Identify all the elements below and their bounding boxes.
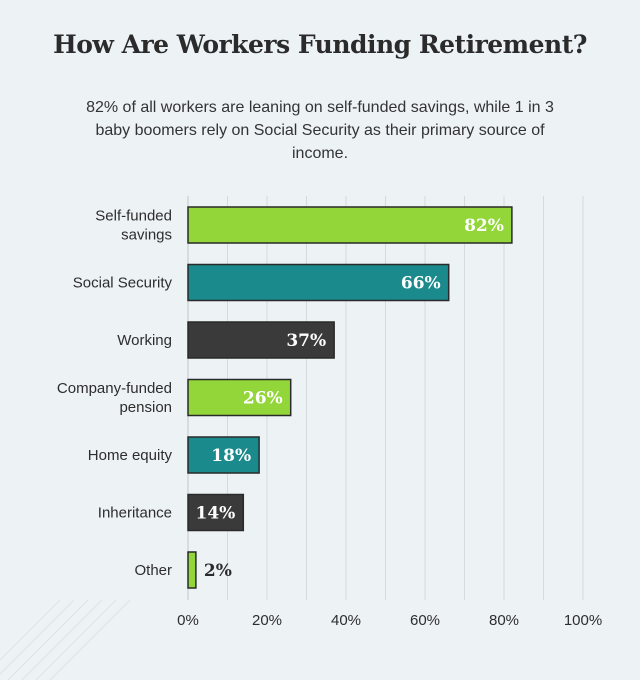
grid-lines bbox=[187, 196, 584, 600]
data-label: 18% bbox=[211, 446, 251, 466]
data-label: 66% bbox=[401, 274, 441, 294]
bar bbox=[187, 493, 245, 532]
data-label: 26% bbox=[243, 389, 283, 409]
bars-group: 82% 66% 37% 26% 18% 14% 2% bbox=[187, 206, 513, 589]
decor-stripe bbox=[7, 599, 89, 680]
tick-label: 60% bbox=[410, 612, 440, 629]
chart-title: How Are Workers Funding Retirement? bbox=[53, 30, 587, 59]
decor-stripe bbox=[21, 599, 103, 680]
background-stripes bbox=[0, 599, 131, 680]
bar bbox=[187, 206, 513, 244]
data-label: 82% bbox=[464, 216, 504, 236]
bar bbox=[187, 551, 197, 589]
category-label: Inheritance bbox=[98, 505, 172, 522]
category-label: Self-funded savings bbox=[95, 208, 172, 244]
category-label: Company-funded pension bbox=[57, 380, 172, 416]
tick-label: 40% bbox=[331, 612, 361, 629]
tick-label: 0% bbox=[177, 612, 199, 629]
bar bbox=[187, 436, 260, 474]
decor-stripe bbox=[0, 599, 75, 675]
chart-subtitle: 82% of all workers are leaning on self-f… bbox=[86, 99, 554, 162]
category-label: Social Security bbox=[73, 275, 173, 292]
tick-label: 100% bbox=[564, 612, 602, 629]
data-label: 14% bbox=[195, 504, 235, 524]
category-label: Working bbox=[117, 332, 172, 349]
x-tick-labels: 0% 20% 40% 60% 80% 100% bbox=[177, 612, 602, 629]
data-label: 37% bbox=[286, 331, 326, 351]
decor-stripe bbox=[35, 599, 117, 680]
decor-stripe bbox=[49, 599, 131, 680]
category-labels: Self-funded savings Social Security Working… bbox=[57, 208, 173, 580]
decor-stripe bbox=[0, 599, 61, 661]
bar bbox=[187, 321, 335, 359]
data-label: 2% bbox=[204, 561, 232, 581]
category-label: Other bbox=[134, 562, 172, 579]
bar bbox=[187, 263, 450, 302]
bar bbox=[187, 378, 292, 417]
category-label: Home equity bbox=[88, 447, 173, 464]
tick-label: 20% bbox=[252, 612, 282, 629]
tick-label: 80% bbox=[489, 612, 519, 629]
